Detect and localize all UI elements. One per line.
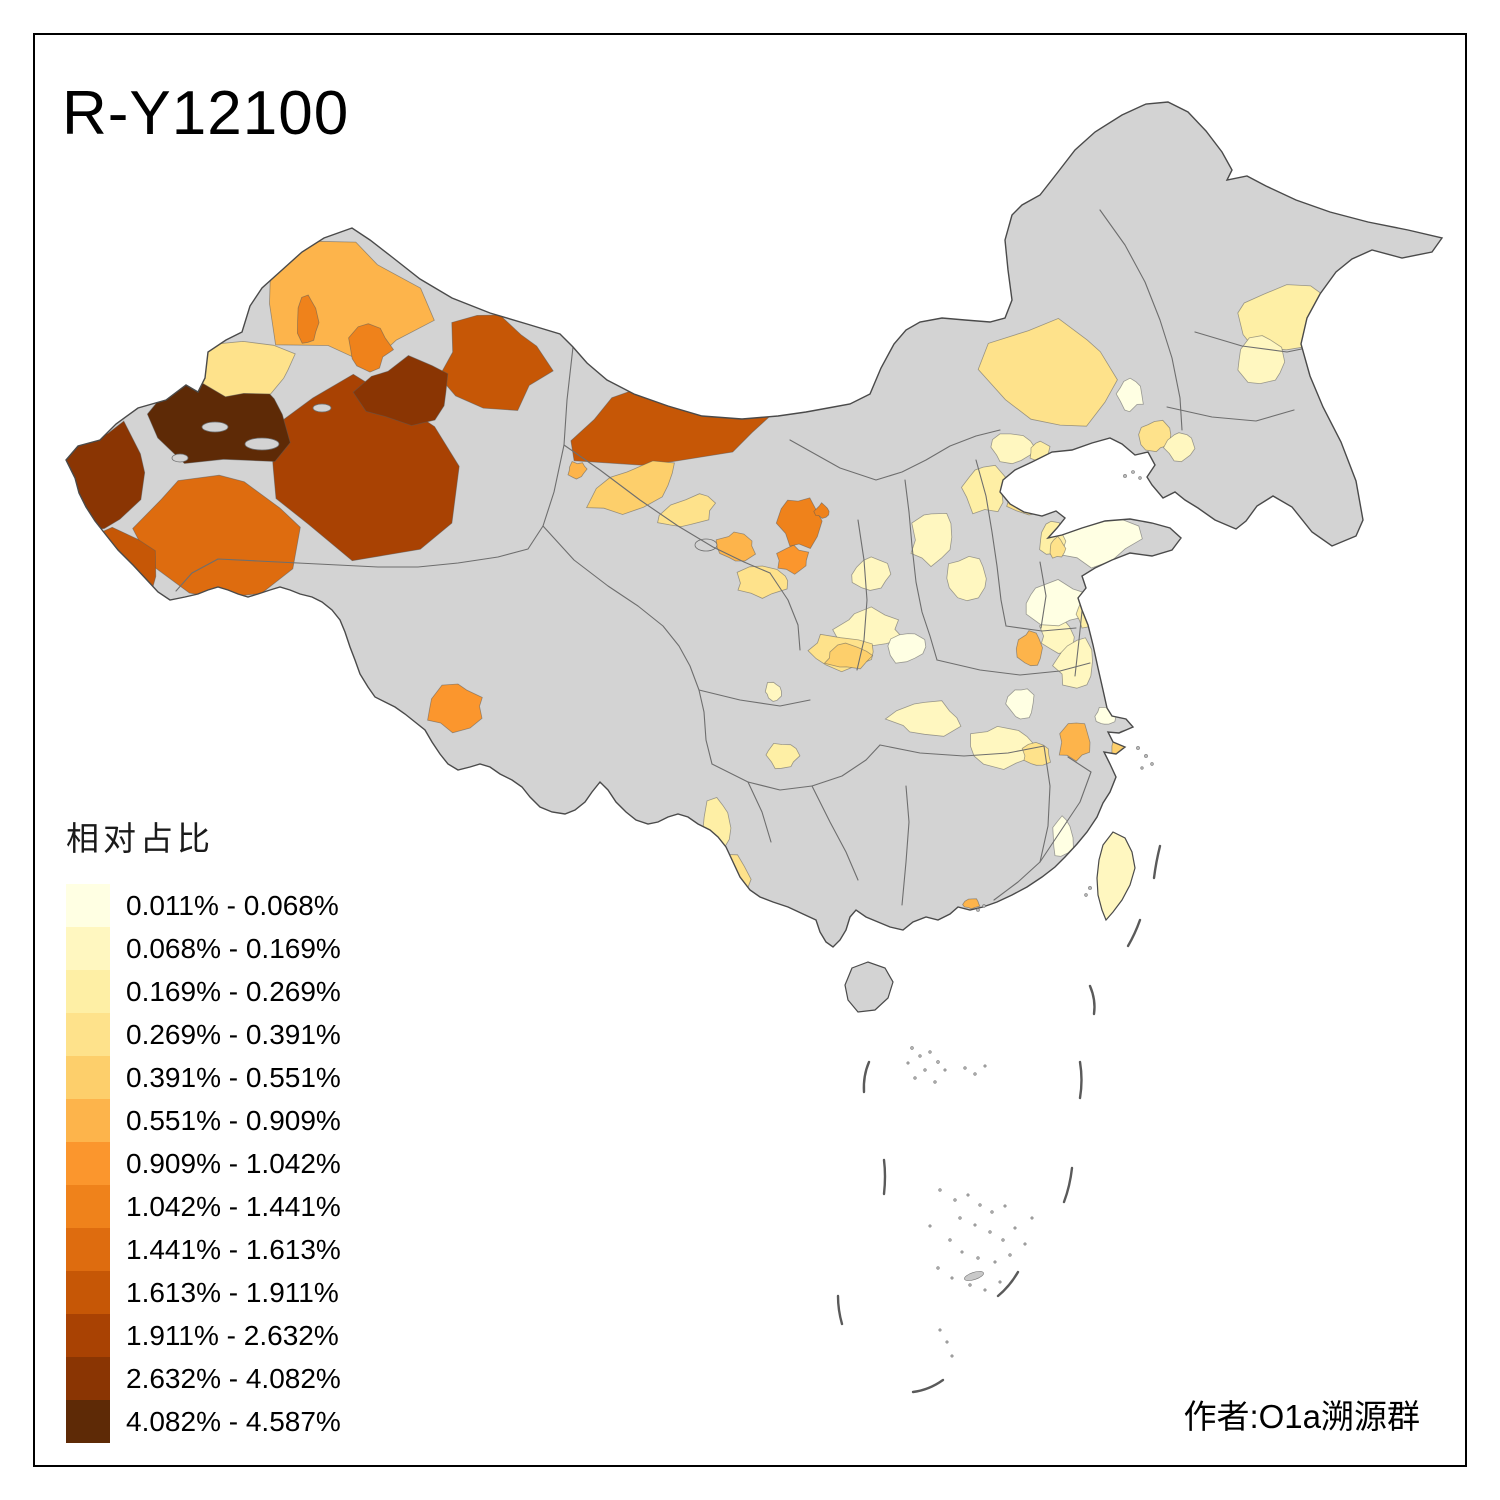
map-region-patch [438, 314, 554, 411]
map-region-patch [348, 323, 395, 373]
map-region-patch [1237, 335, 1286, 385]
map-region-patch [910, 512, 953, 568]
legend-row: 1.441% - 1.613% [66, 1228, 341, 1271]
legend-row: 0.391% - 0.551% [66, 1056, 341, 1099]
legend-swatch [66, 1400, 110, 1443]
map-region-patch [1025, 579, 1092, 627]
legend-label: 1.911% - 2.632% [126, 1319, 339, 1351]
legend-row: 0.011% - 0.068% [66, 884, 341, 927]
map-region-patch [851, 556, 892, 591]
attribution-text: 作者:O1a溯源群 [1183, 1398, 1420, 1435]
legend-swatch [66, 1271, 110, 1314]
legend-label: 1.441% - 1.613% [126, 1233, 341, 1265]
map-region-patch [1052, 637, 1093, 689]
map-region-patch [1111, 727, 1139, 769]
legend-label: 0.068% - 0.169% [126, 932, 341, 964]
map-region-patch [736, 565, 789, 599]
islets [906, 470, 1154, 1358]
map-region-patch [765, 742, 801, 770]
map-region-patch [567, 460, 588, 480]
legend-label: 1.042% - 1.441% [126, 1190, 341, 1222]
map-region-patch [352, 355, 449, 426]
legend-label: 4.082% - 4.587% [126, 1405, 341, 1437]
choropleth-patch-layer [66, 240, 1337, 910]
map-region-patch [977, 317, 1118, 427]
legend-title: 相对占比 [66, 820, 214, 857]
legend-swatch [66, 884, 110, 927]
legend-row: 0.068% - 0.169% [66, 927, 341, 970]
legend-swatch [66, 970, 110, 1013]
map-region-patch [1058, 722, 1091, 762]
map-region-patch [1163, 432, 1196, 463]
map-region-patch [884, 700, 962, 737]
legend-row: 0.909% - 1.042% [66, 1142, 341, 1185]
map-region-patch [764, 681, 782, 702]
legend-swatch [66, 1099, 110, 1142]
map-region-patch [1138, 419, 1172, 453]
map-region-patch [887, 633, 927, 664]
legend-swatch [66, 1142, 110, 1185]
legend-label: 0.551% - 0.909% [126, 1104, 341, 1136]
legend-swatch [66, 1056, 110, 1099]
map-region-patch [776, 544, 810, 575]
legend-label: 0.909% - 1.042% [126, 1147, 341, 1179]
map-region-patch [1004, 480, 1019, 497]
lakes-layer [171, 403, 718, 552]
hainan-island [844, 961, 894, 1013]
legend-label: 1.613% - 1.911% [126, 1276, 339, 1308]
map-region-patch [427, 683, 483, 734]
legend-row: 0.269% - 0.391% [66, 1013, 341, 1056]
map-region-patch [946, 555, 987, 602]
legend-swatch [66, 1228, 110, 1271]
map-region-patch [970, 725, 1037, 770]
legend-row: 0.551% - 0.909% [66, 1099, 341, 1142]
map-region-patch [813, 502, 830, 519]
map-region-patch [657, 493, 717, 528]
legend-label: 0.011% - 0.068% [126, 889, 339, 921]
legend-label: 2.632% - 4.082% [126, 1362, 341, 1394]
map-region-patch [990, 433, 1035, 465]
legend-row: 4.082% - 4.587% [66, 1400, 341, 1443]
page-title: R-Y12100 [62, 79, 350, 148]
map-region-patch [296, 294, 320, 344]
map-region-patch [1005, 688, 1035, 720]
legend-row: 1.911% - 2.632% [66, 1314, 341, 1357]
legend-rows: 0.011% - 0.068% 0.068% - 0.169% 0.169% - 0… [66, 884, 341, 1443]
legend-swatch [66, 1357, 110, 1400]
legend-row: 1.042% - 1.441% [66, 1185, 341, 1228]
legend-label: 0.169% - 0.269% [126, 975, 341, 1007]
map-region-patch [961, 464, 1006, 515]
legend-label: 0.269% - 0.391% [126, 1018, 341, 1050]
legend-swatch [66, 927, 110, 970]
legend-label: 0.391% - 0.551% [126, 1061, 341, 1093]
map-region-patch [1015, 630, 1043, 667]
province-borders [175, 209, 1327, 906]
map-region-patch [1049, 535, 1067, 559]
map-region-patch [832, 606, 905, 647]
map-region-patch [823, 642, 874, 670]
legend-row: 0.169% - 0.269% [66, 970, 341, 1013]
map-region-patch [585, 460, 675, 515]
legend-swatch [66, 1314, 110, 1357]
legend-swatch [66, 1013, 110, 1056]
taiwan-island [1096, 831, 1136, 922]
map-region-patch [1021, 741, 1051, 766]
map-region-patch [962, 898, 981, 910]
nine-dash-line [836, 844, 1162, 1394]
legend-swatch [66, 1185, 110, 1228]
legend: 相对占比 0.011% - 0.068% 0.068% - 0.169% 0.169… [66, 812, 341, 1443]
legend-row: 2.632% - 4.082% [66, 1357, 341, 1400]
map-region-patch [1115, 377, 1144, 413]
map-region-patch [775, 497, 823, 549]
legend-row: 1.613% - 1.911% [66, 1271, 341, 1314]
